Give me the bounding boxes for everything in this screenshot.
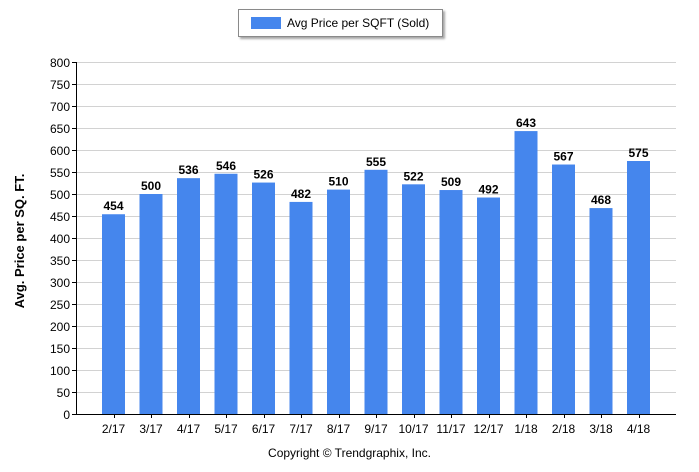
bar xyxy=(102,214,125,414)
x-tick-label: 2/17 xyxy=(102,422,126,436)
y-tick-label: 50 xyxy=(57,386,71,400)
x-tick-label: 3/18 xyxy=(589,422,613,436)
bar xyxy=(627,161,650,414)
y-tick-label: 400 xyxy=(50,232,70,246)
bar-value-label: 555 xyxy=(366,155,386,169)
x-tick-label: 4/18 xyxy=(627,422,651,436)
bar xyxy=(327,189,350,414)
bar xyxy=(589,208,613,414)
y-tick-label: 750 xyxy=(50,78,70,92)
legend-swatch xyxy=(251,17,281,29)
bar-data-labels: 454 500 536 546 526 482 510 555 522 509 492 643 567 4… xyxy=(103,116,648,213)
bar xyxy=(364,169,388,414)
bar xyxy=(514,131,538,414)
bar-value-label: 546 xyxy=(216,159,236,173)
bar-value-label: 643 xyxy=(516,116,536,130)
y-tick-label: 100 xyxy=(50,364,70,378)
copyright-text: Copyright © Trendgraphix, Inc. xyxy=(268,446,431,460)
y-tick-label: 150 xyxy=(50,342,70,356)
bar xyxy=(402,184,425,414)
x-tick-label: 7/17 xyxy=(289,422,313,436)
bar xyxy=(552,164,575,414)
x-tick-label: 6/17 xyxy=(252,422,276,436)
bar xyxy=(289,201,313,414)
bar-value-label: 510 xyxy=(328,175,348,189)
x-tick-label: 5/17 xyxy=(214,422,238,436)
bar xyxy=(252,182,275,414)
y-axis-label: Avg. Price per SQ. FT. xyxy=(12,174,27,309)
bar xyxy=(139,194,163,414)
x-tick-label: 1/18 xyxy=(514,422,538,436)
bar-value-label: 522 xyxy=(403,169,423,183)
y-tick-label: 300 xyxy=(50,276,70,290)
y-tick-label: 350 xyxy=(50,254,70,268)
y-tick-label: 800 xyxy=(50,56,70,70)
x-tick-label: 4/17 xyxy=(177,422,201,436)
bar xyxy=(477,197,500,414)
legend-label: Avg Price per SQFT (Sold) xyxy=(287,16,430,30)
y-tick-label: 700 xyxy=(50,100,70,114)
bar-value-label: 500 xyxy=(141,179,161,193)
bar xyxy=(214,173,238,414)
x-tick-label: 3/17 xyxy=(139,422,163,436)
y-tick-labels: 0 50 100 150 200 250 300 350 400 450 500 550 600 650 7… xyxy=(50,56,76,422)
bar xyxy=(439,190,463,414)
y-tick-label: 450 xyxy=(50,210,70,224)
x-tick-labels: 2/17 3/17 4/17 5/17 6/17 7/17 8/17 9/17 10/17 11/… xyxy=(102,414,651,436)
bars xyxy=(102,131,650,414)
y-tick-label: 500 xyxy=(50,188,70,202)
bar-value-label: 509 xyxy=(441,175,461,189)
legend: Avg Price per SQFT (Sold) xyxy=(238,9,443,37)
x-tick-label: 10/17 xyxy=(398,422,428,436)
y-tick-label: 250 xyxy=(50,298,70,312)
y-tick-label: 600 xyxy=(50,144,70,158)
x-tick-label: 2/18 xyxy=(552,422,576,436)
bar xyxy=(177,178,200,414)
bar-value-label: 575 xyxy=(628,146,648,160)
bar-value-label: 536 xyxy=(178,163,198,177)
bar-value-label: 454 xyxy=(103,199,123,213)
x-tick-label: 11/17 xyxy=(436,422,465,436)
y-tick-label: 550 xyxy=(50,166,70,180)
bar-value-label: 482 xyxy=(291,187,311,201)
x-tick-label: 9/17 xyxy=(364,422,388,436)
bar-value-label: 468 xyxy=(591,193,611,207)
y-tick-label: 650 xyxy=(50,122,70,136)
y-tick-label: 200 xyxy=(50,320,70,334)
bar-value-label: 492 xyxy=(478,183,498,197)
bar-value-label: 567 xyxy=(553,150,573,164)
x-tick-label: 8/17 xyxy=(327,422,351,436)
x-tick-label: 12/17 xyxy=(473,422,503,436)
bar-value-label: 526 xyxy=(253,168,273,182)
y-tick-label: 0 xyxy=(63,408,70,422)
